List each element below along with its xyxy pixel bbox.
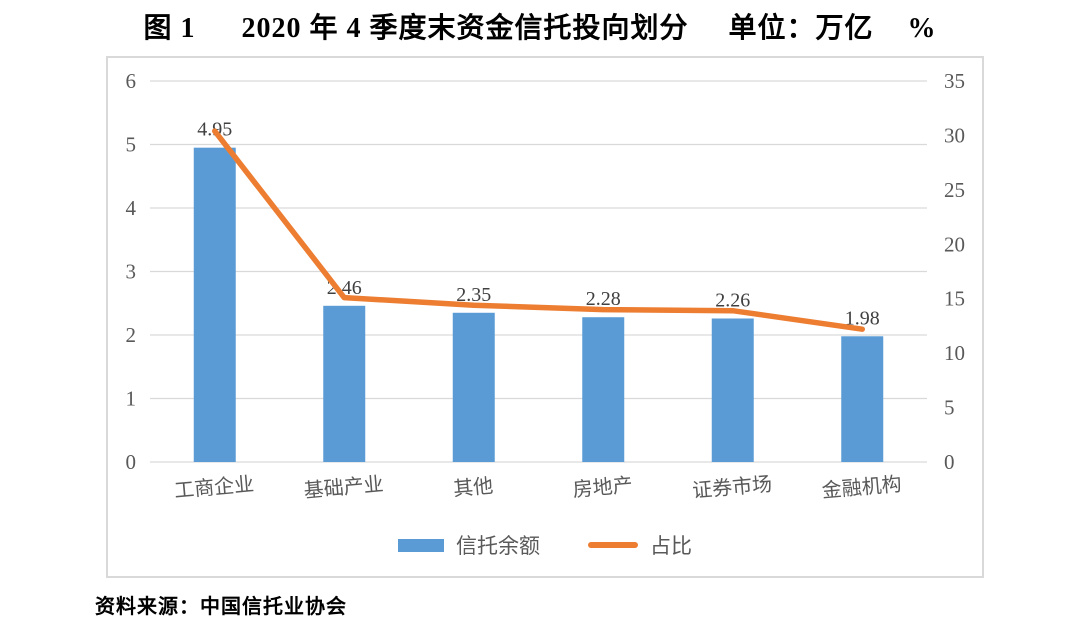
category-label: 证券市场: [691, 473, 773, 503]
bar-value-label: 2.35: [456, 284, 491, 306]
right-axis-tick: 10: [944, 341, 965, 365]
legend-line-label: 占比: [650, 534, 692, 558]
category-label: 其他: [452, 474, 494, 500]
bar: [841, 336, 884, 462]
right-axis-tick: 0: [944, 450, 955, 474]
category-label: 房地产: [572, 473, 634, 501]
legend: 信托余额 占比: [108, 530, 982, 560]
left-axis-tick: 5: [126, 133, 137, 157]
figure-number-label: 图 1: [143, 13, 196, 44]
right-axis-tick: 30: [944, 123, 965, 147]
category-label: 工商企业: [173, 473, 255, 503]
unit-label: 单位：万亿: [728, 13, 874, 44]
chart-title-text: 2020 年 4 季度末资金信托投向划分: [241, 13, 689, 44]
left-axis-tick: 0: [126, 450, 137, 474]
bar: [711, 318, 754, 462]
bar-value-label: 1.98: [845, 307, 880, 329]
left-axis-tick: 3: [126, 260, 137, 284]
right-axis-tick: 35: [944, 69, 965, 93]
category-label: 金融机构: [821, 473, 903, 503]
bar: [323, 305, 366, 462]
chart-title: 图 1 2020 年 4 季度末资金信托投向划分 单位：万亿 %: [0, 6, 1080, 46]
category-label: 基础产业: [303, 473, 385, 503]
left-axis-tick: 2: [126, 323, 137, 347]
bar: [452, 312, 495, 462]
left-axis-tick: 1: [126, 387, 137, 411]
left-axis-tick: 6: [126, 69, 137, 93]
source-note: 资料来源：中国信托业协会: [95, 596, 347, 618]
right-axis-tick: 5: [944, 396, 955, 420]
right-axis-tick: 25: [944, 178, 965, 202]
legend-bar-swatch: [398, 538, 444, 552]
percent-unit-label: %: [907, 13, 937, 44]
chart-area: 0 1 2 3 4 5 6 0 5 10 15 20 25 30 35 4.95 2.46 2.35 2.28 2.2…: [106, 56, 984, 578]
bar: [582, 317, 625, 462]
bar-value-label: 2.26: [715, 289, 750, 311]
legend-line-swatch: [588, 542, 638, 548]
trend-line: [212, 128, 865, 332]
right-axis-tick: 20: [944, 232, 965, 256]
left-axis-tick: 4: [126, 196, 137, 220]
bar-value-label: 2.28: [586, 288, 621, 310]
bar: [193, 147, 236, 463]
right-axis-tick: 15: [944, 287, 965, 311]
legend-bar-label: 信托余额: [456, 534, 540, 558]
